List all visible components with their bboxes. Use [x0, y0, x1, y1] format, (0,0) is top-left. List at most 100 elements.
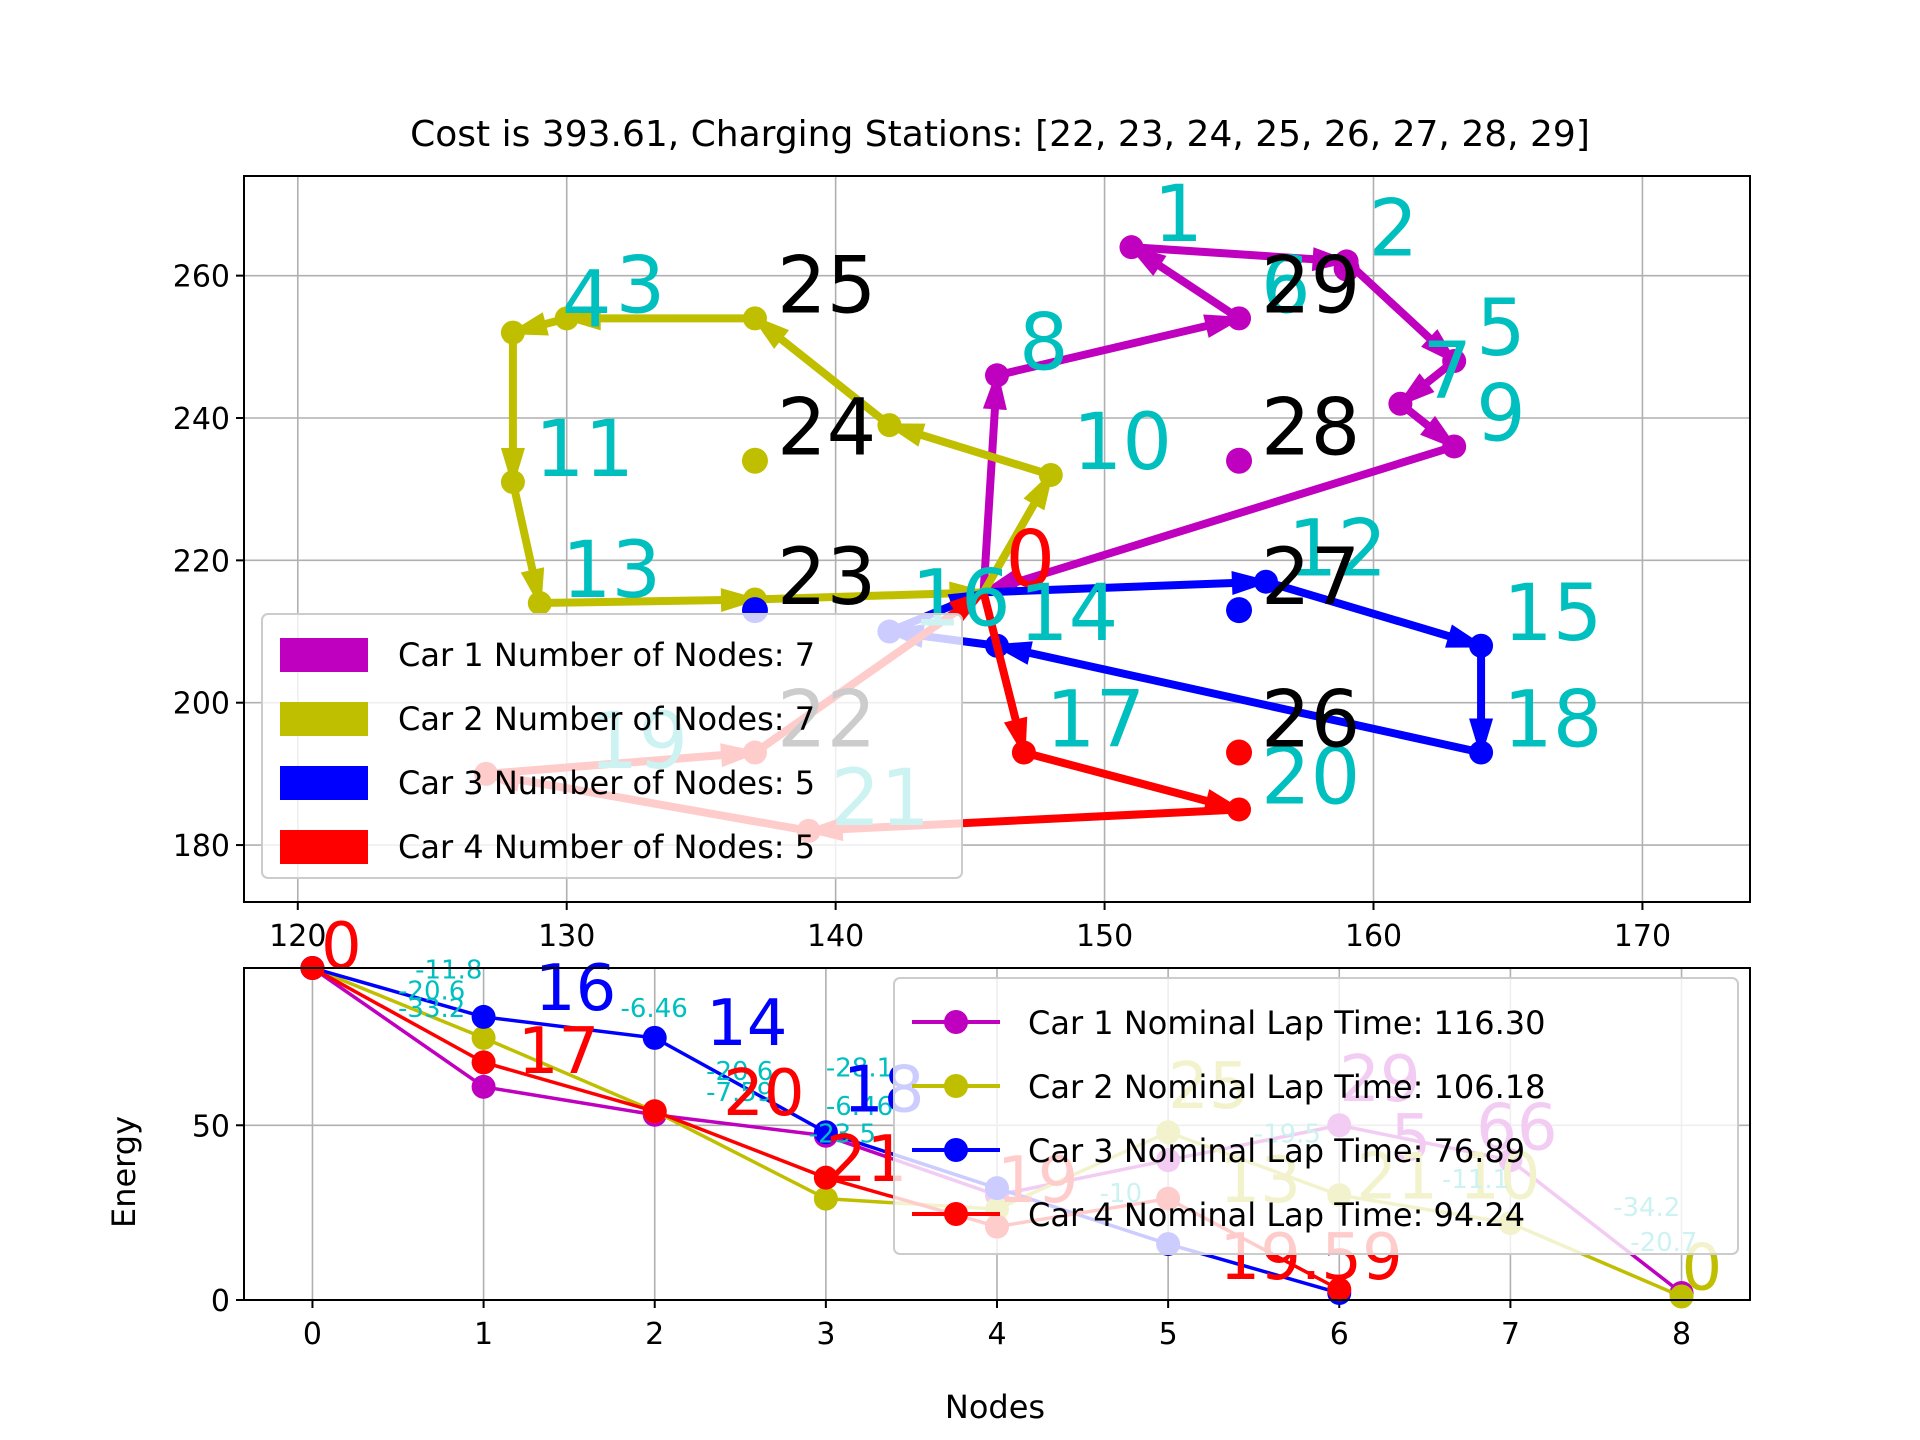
bottom-x-tick-label: 1	[474, 1317, 493, 1352]
energy-point	[642, 1025, 667, 1050]
station-dot	[1333, 255, 1360, 282]
bottom-legend-entry: Car 3 Nominal Lap Time: 76.89	[1028, 1132, 1525, 1170]
top-x-tick-label: 130	[538, 919, 595, 954]
node-label: 9	[1476, 369, 1526, 459]
top-y-tick-label: 260	[173, 260, 230, 295]
node-label: 11	[535, 405, 634, 495]
route-arrowhead	[1311, 247, 1353, 272]
top-x-tick-label: 170	[1614, 919, 1671, 954]
energy-annotation: 0	[321, 910, 362, 984]
node-label: 7	[1422, 327, 1472, 417]
bottom-legend-entry: Car 1 Nominal Lap Time: 116.30	[1028, 1004, 1546, 1042]
bottom-legend-marker	[944, 1202, 968, 1226]
energy-annotation: -11.8	[415, 955, 482, 985]
bottom-y-tick-label: 0	[211, 1284, 230, 1319]
top-x-tick-label: 150	[1076, 919, 1133, 954]
station-dot	[1226, 739, 1253, 766]
energy-point	[471, 1004, 496, 1029]
route-arrowhead	[720, 588, 761, 613]
energy-annotation: -7.59	[706, 1078, 773, 1108]
energy-point	[471, 1074, 496, 1099]
top-chart-title: Cost is 393.61, Charging Stations: [22, …	[410, 114, 1590, 155]
bottom-y-tick-label: 50	[192, 1109, 230, 1144]
energy-annotation: -33.2	[398, 994, 465, 1024]
route-node-marker	[527, 591, 552, 616]
bottom-x-tick-label: 0	[303, 1317, 322, 1352]
bottom-x-tick-label: 5	[1159, 1317, 1178, 1352]
top-legend-entry: Car 2 Number of Nodes: 7	[398, 700, 815, 738]
node-label: 4	[562, 256, 612, 346]
route-node-marker	[1011, 740, 1036, 765]
energy-point	[813, 1120, 838, 1145]
bottom-x-tick-label: 2	[645, 1317, 664, 1352]
route-node-marker	[742, 306, 767, 331]
top-y-tick-label: 240	[173, 402, 230, 437]
energy-point	[471, 1050, 496, 1075]
route-node-marker	[1119, 235, 1144, 260]
route-arrowhead	[1231, 570, 1272, 595]
node-label: 23	[777, 533, 876, 623]
route-node-marker	[1253, 569, 1278, 594]
top-legend-swatch	[280, 766, 368, 800]
energy-annotation: -20.6	[398, 976, 465, 1006]
energy-annotation: -23.5	[809, 1120, 876, 1150]
node-label: 27	[1261, 533, 1360, 623]
top-y-tick-label: 200	[173, 687, 230, 722]
route-node-marker	[1442, 434, 1467, 459]
route-arrowhead	[948, 588, 989, 622]
bottom-plot-frame	[243, 967, 1751, 1301]
node-label: 24	[777, 384, 876, 474]
node-label: 5	[1476, 284, 1526, 374]
bottom-x-tick-label: 7	[1501, 1317, 1520, 1352]
energy-point	[471, 1025, 496, 1050]
station-dot	[1226, 597, 1253, 624]
bottom-legend-box	[893, 977, 1739, 1255]
bottom-x-tick-label: 3	[816, 1317, 835, 1352]
energy-annotation: -6.46	[826, 1092, 893, 1122]
route-node-marker	[1469, 633, 1494, 658]
energy-annotation: 14	[706, 987, 787, 1061]
bottom-legend-marker	[944, 1074, 968, 1098]
top-y-tick-label: 180	[173, 829, 230, 864]
node-label: 2	[1369, 184, 1419, 274]
energy-annotation: -6.46	[621, 994, 688, 1024]
bottom-legend-entry: Car 4 Nominal Lap Time: 94.24	[1028, 1196, 1525, 1234]
node-label: 8	[1019, 298, 1069, 388]
bottom-x-axis-label: Nodes	[945, 1388, 1045, 1426]
node-label: 28	[1261, 384, 1360, 474]
energy-point	[813, 1186, 838, 1211]
top-y-tick-label: 220	[173, 544, 230, 579]
top-legend-swatch	[280, 638, 368, 672]
bottom-x-tick-label: 8	[1672, 1317, 1691, 1352]
energy-annotation: -20.6	[706, 1057, 773, 1087]
energy-annotation: -28.1	[826, 1053, 893, 1083]
node-label: 12	[1288, 505, 1387, 595]
top-legend-entry: Car 4 Number of Nodes: 5	[398, 828, 815, 866]
route-node-marker	[500, 320, 525, 345]
top-legend-box	[261, 613, 963, 879]
energy-point	[1669, 1284, 1694, 1309]
route-node-marker	[500, 470, 525, 495]
station-dot	[741, 447, 768, 474]
node-label: 1	[1153, 170, 1203, 260]
station-dot	[1226, 447, 1253, 474]
energy-point	[813, 1165, 838, 1190]
energy-annotation: 17	[518, 1015, 599, 1089]
top-x-tick-label: 140	[807, 919, 864, 954]
route-node-marker	[1442, 349, 1467, 374]
route-node-marker	[985, 363, 1009, 388]
bottom-x-tick-label: 4	[987, 1317, 1006, 1352]
node-label: 3	[616, 241, 666, 331]
bottom-y-axis-label: Energy	[105, 1116, 143, 1228]
route-arrowhead	[982, 369, 1007, 410]
node-label: 25	[777, 241, 876, 331]
node-label: 29	[1261, 241, 1360, 331]
energy-annotation: 16	[535, 952, 616, 1026]
energy-point	[1327, 1277, 1352, 1302]
bottom-x-tick-label: 6	[1330, 1317, 1349, 1352]
route-node-marker	[1038, 462, 1063, 487]
node-label: 20	[1261, 732, 1360, 822]
